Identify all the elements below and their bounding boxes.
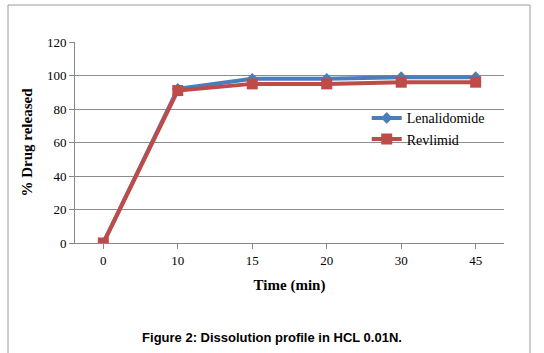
svg-text:0: 0 bbox=[60, 236, 67, 251]
svg-text:15: 15 bbox=[246, 253, 259, 268]
svg-text:120: 120 bbox=[47, 35, 67, 50]
svg-text:60: 60 bbox=[53, 135, 66, 150]
svg-text:40: 40 bbox=[53, 169, 66, 184]
svg-text:10: 10 bbox=[171, 253, 184, 268]
svg-text:% Drug released: % Drug released bbox=[19, 88, 35, 197]
svg-text:Lenalidomide: Lenalidomide bbox=[407, 111, 485, 126]
svg-text:20: 20 bbox=[320, 253, 333, 268]
svg-text:20: 20 bbox=[53, 202, 66, 217]
svg-text:30: 30 bbox=[395, 253, 408, 268]
svg-text:80: 80 bbox=[53, 102, 66, 117]
svg-text:Figure 2: Dissolution profile: Figure 2: Dissolution profile in HCL 0.0… bbox=[142, 330, 402, 345]
svg-text:Time (min): Time (min) bbox=[254, 277, 326, 294]
svg-text:0: 0 bbox=[100, 253, 107, 268]
svg-text:45: 45 bbox=[469, 253, 482, 268]
svg-text:Revlimid: Revlimid bbox=[407, 133, 459, 148]
svg-text:100: 100 bbox=[47, 68, 67, 83]
